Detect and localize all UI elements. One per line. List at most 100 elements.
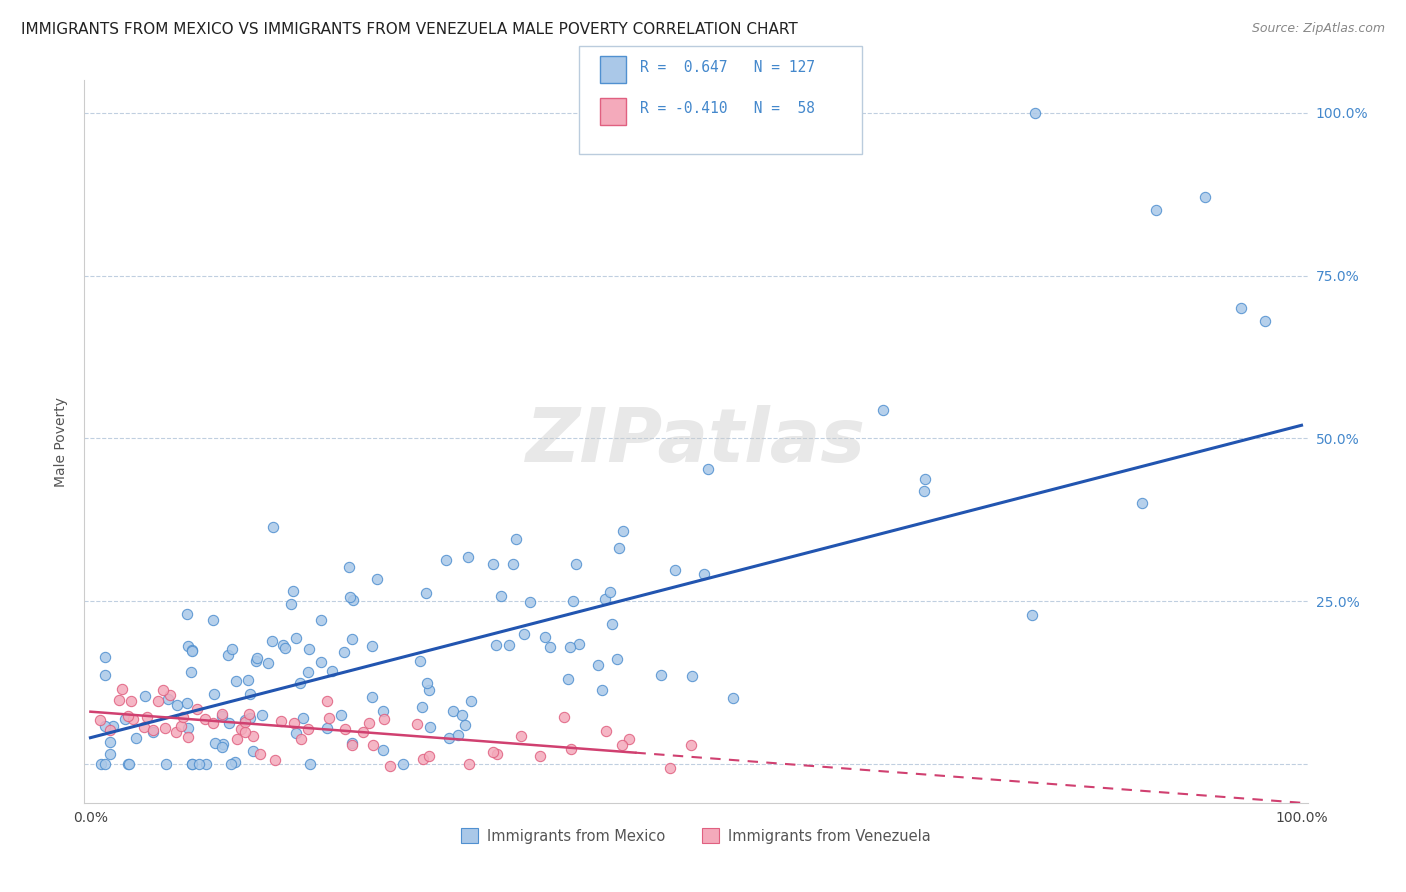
Point	[512, 626, 534, 640]
Point	[434, 553, 457, 567]
Point	[391, 756, 413, 771]
Point	[454, 717, 477, 731]
Point	[94, 756, 117, 771]
Point	[201, 613, 224, 627]
Y-axis label: Male Poverty: Male Poverty	[55, 397, 69, 486]
Point	[134, 720, 156, 734]
Point	[316, 694, 339, 708]
Point	[593, 591, 616, 606]
Point	[617, 732, 640, 747]
Point	[218, 716, 240, 731]
Point	[1194, 190, 1216, 204]
Point	[373, 712, 395, 726]
Point	[912, 484, 935, 499]
Point	[489, 590, 512, 604]
Point	[352, 724, 374, 739]
Point	[599, 585, 621, 599]
Point	[98, 735, 121, 749]
Point	[534, 630, 557, 644]
Point	[242, 729, 264, 743]
Point	[152, 683, 174, 698]
Point	[498, 639, 520, 653]
Point	[142, 723, 165, 738]
Point	[340, 632, 363, 647]
Point	[176, 696, 198, 710]
Point	[125, 731, 148, 745]
Point	[451, 708, 474, 723]
Point	[485, 747, 508, 762]
Point	[186, 702, 208, 716]
Point	[224, 755, 246, 769]
Point	[176, 607, 198, 621]
Point	[226, 732, 249, 747]
Point	[153, 722, 176, 736]
Point	[335, 723, 357, 737]
Point	[159, 689, 181, 703]
Point	[329, 708, 352, 723]
Point	[607, 541, 630, 555]
Point	[194, 712, 217, 726]
Point	[89, 713, 111, 727]
Point	[238, 707, 260, 722]
Point	[557, 672, 579, 686]
Point	[202, 687, 225, 701]
Point	[458, 757, 481, 772]
Point	[311, 613, 333, 627]
Point	[225, 673, 247, 688]
Point	[262, 520, 284, 534]
Point	[280, 597, 302, 611]
Point	[610, 738, 633, 752]
Point	[233, 713, 256, 727]
Point	[246, 650, 269, 665]
Point	[142, 725, 165, 739]
Point	[568, 636, 591, 650]
Point	[363, 738, 385, 752]
Point	[90, 756, 112, 771]
Point	[412, 752, 434, 766]
Point	[418, 683, 440, 698]
Point	[437, 731, 460, 746]
Point	[309, 655, 332, 669]
Point	[457, 549, 479, 564]
Point	[271, 638, 294, 652]
Point	[221, 642, 243, 657]
Point	[108, 693, 131, 707]
Point	[1130, 495, 1153, 509]
Point	[565, 557, 588, 571]
Point	[606, 652, 628, 666]
Text: R =  0.647   N = 127: R = 0.647 N = 127	[640, 60, 814, 75]
Point	[181, 643, 204, 657]
Point	[211, 708, 233, 723]
Point	[117, 708, 139, 723]
Point	[441, 704, 464, 718]
Point	[221, 756, 243, 771]
Point	[134, 689, 156, 703]
Point	[482, 557, 505, 571]
Point	[333, 645, 356, 659]
Text: R = -0.410   N =  58: R = -0.410 N = 58	[640, 101, 814, 116]
Point	[239, 711, 262, 725]
Point	[117, 756, 139, 771]
Point	[118, 756, 141, 771]
Point	[340, 736, 363, 750]
Point	[233, 724, 256, 739]
Point	[111, 682, 134, 697]
Point	[681, 739, 703, 753]
Point	[415, 586, 437, 600]
Point	[284, 725, 307, 739]
Point	[211, 707, 233, 722]
Point	[360, 639, 382, 653]
Point	[165, 725, 187, 739]
Point	[561, 594, 583, 608]
Point	[263, 753, 285, 767]
Point	[201, 716, 224, 731]
Point	[482, 745, 505, 759]
Point	[187, 756, 209, 771]
Point	[529, 748, 551, 763]
Point	[217, 648, 239, 662]
Point	[260, 634, 283, 648]
Point	[502, 557, 524, 571]
Point	[177, 639, 200, 653]
Point	[98, 723, 121, 738]
Text: IMMIGRANTS FROM MEXICO VS IMMIGRANTS FROM VENEZUELA MALE POVERTY CORRELATION CHA: IMMIGRANTS FROM MEXICO VS IMMIGRANTS FRO…	[21, 22, 797, 37]
